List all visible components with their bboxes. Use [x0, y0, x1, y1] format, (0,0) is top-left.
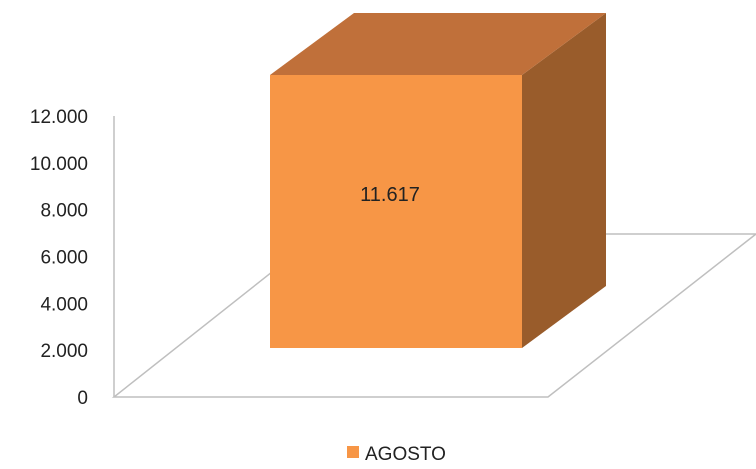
y-tick-label: 0	[77, 388, 88, 409]
bar-top-face	[270, 13, 606, 76]
legend-swatch	[347, 446, 359, 458]
legend: AGOSTO	[347, 444, 446, 465]
y-tick-label: 8.000	[40, 201, 88, 222]
bar-data-label: 11.617	[360, 184, 420, 206]
y-tick-label: 6.000	[40, 248, 88, 269]
y-tick-label: 2.000	[40, 341, 88, 362]
bar-front-face	[270, 75, 522, 349]
bar-side-face	[522, 13, 606, 349]
y-axis-ticks: 0 2.000 4.000 6.000 8.000 10.000 12.000	[30, 107, 88, 409]
y-tick-label: 10.000	[30, 154, 88, 175]
y-tick-label: 12.000	[30, 107, 88, 128]
chart-floor	[111, 233, 756, 398]
bar-agosto: 11.617	[270, 13, 606, 349]
y-tick-label: 4.000	[40, 294, 88, 315]
legend-entry-label: AGOSTO	[365, 444, 446, 464]
